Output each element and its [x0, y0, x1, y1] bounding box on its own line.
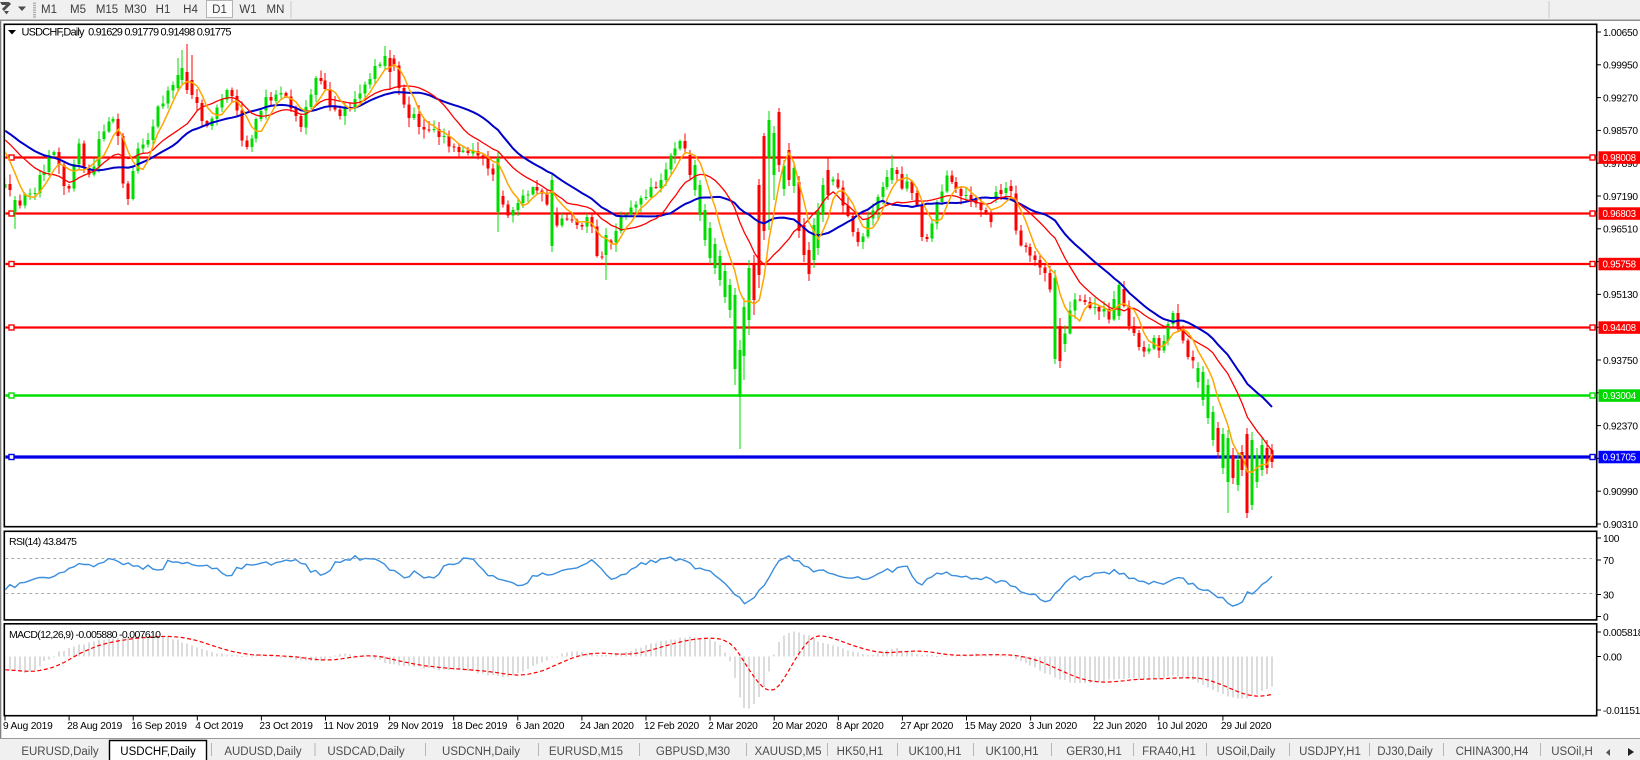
svg-text:UK100,H1: UK100,H1 — [908, 746, 961, 758]
svg-text:GBPUSD,M30: GBPUSD,M30 — [656, 746, 730, 758]
svg-text:9 Aug 2019: 9 Aug 2019 — [3, 721, 53, 732]
svg-text:0.98570: 0.98570 — [1603, 126, 1638, 137]
svg-text:0.97190: 0.97190 — [1603, 192, 1638, 203]
svg-text:FRA40,H1: FRA40,H1 — [1142, 746, 1196, 758]
svg-text:27 Apr 2020: 27 Apr 2020 — [900, 721, 953, 732]
svg-text:29 Nov 2019: 29 Nov 2019 — [388, 721, 444, 732]
svg-text:4 Oct 2019: 4 Oct 2019 — [195, 721, 243, 732]
svg-text:0.93004: 0.93004 — [1603, 391, 1637, 402]
svg-text:USDCNH,Daily: USDCNH,Daily — [442, 746, 520, 758]
svg-text:30: 30 — [1603, 590, 1614, 601]
svg-text:EURUSD,M15: EURUSD,M15 — [549, 746, 623, 758]
svg-text:8 Apr 2020: 8 Apr 2020 — [836, 721, 884, 732]
svg-text:29 Jul 2020: 29 Jul 2020 — [1221, 721, 1272, 732]
svg-text:16 Sep 2019: 16 Sep 2019 — [131, 721, 187, 732]
svg-text:USDJPY,H1: USDJPY,H1 — [1299, 746, 1361, 758]
svg-text:0.97890: 0.97890 — [1603, 159, 1638, 170]
svg-text:10 Jul 2020: 10 Jul 2020 — [1157, 721, 1208, 732]
svg-text:0.99270: 0.99270 — [1603, 93, 1638, 104]
svg-text:H4: H4 — [183, 4, 198, 16]
svg-text:0.00: 0.00 — [1603, 652, 1622, 663]
svg-text:3 Jun 2020: 3 Jun 2020 — [1029, 721, 1078, 732]
svg-text:AUDUSD,Daily: AUDUSD,Daily — [224, 746, 302, 758]
svg-text:0: 0 — [1603, 612, 1609, 623]
svg-text:0.005818: 0.005818 — [1603, 628, 1640, 639]
svg-text:1.00650: 1.00650 — [1603, 28, 1638, 39]
svg-text:0.93750: 0.93750 — [1603, 356, 1638, 367]
svg-text:24 Jan 2020: 24 Jan 2020 — [580, 721, 634, 732]
svg-text:EURUSD,Daily: EURUSD,Daily — [21, 746, 99, 758]
svg-text:0.91705: 0.91705 — [1603, 453, 1637, 464]
svg-text:W1: W1 — [239, 4, 256, 16]
svg-text:GER30,H1: GER30,H1 — [1066, 746, 1122, 758]
svg-text:23 Oct 2019: 23 Oct 2019 — [259, 721, 313, 732]
svg-text:M1: M1 — [41, 4, 57, 16]
svg-text:USDCAD,Daily: USDCAD,Daily — [327, 746, 405, 758]
svg-text:12 Feb 2020: 12 Feb 2020 — [644, 721, 700, 732]
svg-text:UK100,H1: UK100,H1 — [985, 746, 1038, 758]
svg-text:100: 100 — [1603, 534, 1620, 545]
svg-text:20 Mar 2020: 20 Mar 2020 — [772, 721, 828, 732]
svg-text:MACD(12,26,9) -0.005880 -0.007: MACD(12,26,9) -0.005880 -0.007610 — [9, 629, 161, 641]
svg-text:0.95130: 0.95130 — [1603, 290, 1638, 301]
svg-text:22 Jun 2020: 22 Jun 2020 — [1093, 721, 1147, 732]
svg-text:CHINA300,H4: CHINA300,H4 — [1456, 746, 1529, 758]
svg-text:0.98008: 0.98008 — [1603, 153, 1637, 164]
svg-text:DJ30,Daily: DJ30,Daily — [1377, 746, 1433, 758]
svg-text:M30: M30 — [124, 4, 146, 16]
svg-text:-0.011514: -0.011514 — [1603, 706, 1640, 717]
svg-text:H1: H1 — [156, 4, 171, 16]
svg-text:RSI(14) 43.8475: RSI(14) 43.8475 — [9, 536, 77, 548]
svg-text:0.90310: 0.90310 — [1603, 520, 1638, 531]
svg-text:USDCHF,Daily: USDCHF,Daily — [120, 746, 196, 758]
svg-text:XAUUSD,M5: XAUUSD,M5 — [754, 746, 821, 758]
svg-text:0.99950: 0.99950 — [1603, 61, 1638, 72]
svg-text:MN: MN — [267, 4, 285, 16]
svg-text:15 May 2020: 15 May 2020 — [965, 721, 1022, 732]
svg-text:11 Nov 2019: 11 Nov 2019 — [324, 721, 379, 732]
svg-text:0.96510: 0.96510 — [1603, 225, 1638, 236]
svg-text:28 Aug 2019: 28 Aug 2019 — [67, 721, 123, 732]
svg-text:70: 70 — [1603, 556, 1614, 567]
svg-text:0.94408: 0.94408 — [1603, 323, 1637, 334]
svg-text:0.95758: 0.95758 — [1603, 260, 1637, 271]
svg-text:D1: D1 — [212, 4, 227, 16]
svg-text:USOil,Daily: USOil,Daily — [1217, 746, 1276, 758]
svg-text:M15: M15 — [96, 4, 118, 16]
svg-text:USDCHF,Daily 0.91629 0.91779: USDCHF,Daily 0.91629 0.91779 0.91498 0.9… — [22, 27, 232, 39]
svg-text:18 Dec 2019: 18 Dec 2019 — [452, 721, 508, 732]
svg-text:0.96803: 0.96803 — [1603, 209, 1637, 220]
svg-text:USOil,H: USOil,H — [1551, 746, 1593, 758]
svg-text:0.92370: 0.92370 — [1603, 421, 1638, 432]
svg-text:M5: M5 — [70, 4, 86, 16]
svg-text:HK50,H1: HK50,H1 — [837, 746, 884, 758]
svg-text:6 Jan 2020: 6 Jan 2020 — [516, 721, 565, 732]
svg-text:0.90990: 0.90990 — [1603, 487, 1638, 498]
svg-text:2 Mar 2020: 2 Mar 2020 — [708, 721, 758, 732]
